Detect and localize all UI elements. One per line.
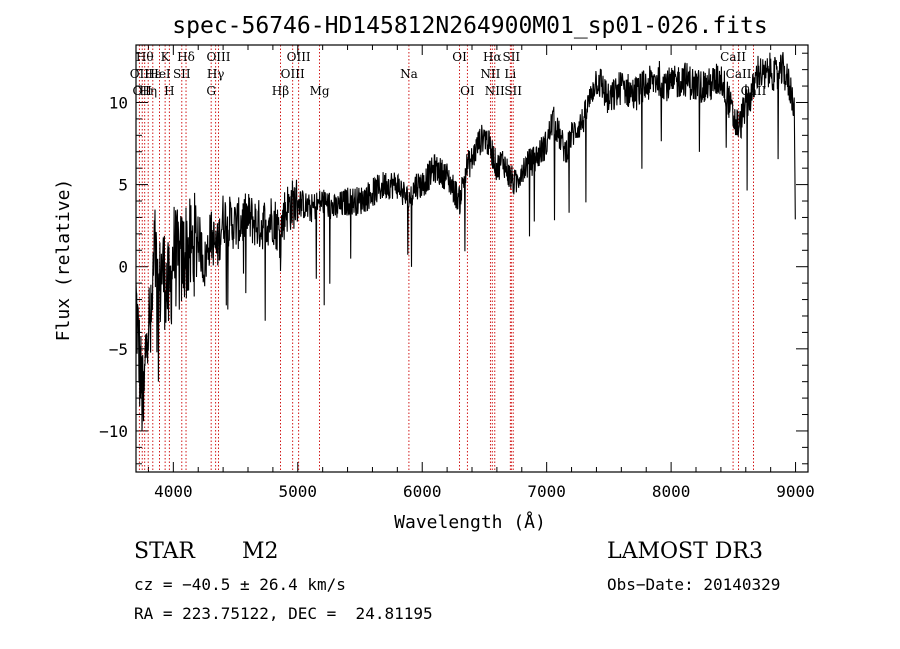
chart-title: spec-56746-HD145812N264900M01_sp01-026.f… [172,13,767,39]
line-label-HeI: HeI [148,67,171,81]
redshift-cz: cz = −40.5 ± 26.4 km/s [134,575,346,594]
line-label-Mg: Mg [310,84,330,98]
x-tick-label: 7000 [527,482,566,501]
x-tick-label: 8000 [652,482,691,501]
y-tick-label: −5 [109,340,128,359]
axis-ticks [136,45,808,472]
line-label-Hε: Hε [144,67,161,81]
line-label-Hγ: Hγ [207,67,225,81]
line-label-Hη: Hη [139,84,157,98]
line-label-SII: SII [504,84,522,98]
x-tick-label: 5000 [279,482,318,501]
x-axis-label: Wavelength (Å) [394,511,546,533]
spectrum-line [135,52,796,431]
object-type: STAR [134,539,195,564]
line-label-OI: OI [452,50,467,64]
y-tick-label: 5 [118,176,128,195]
line-label-OIII: OIII [281,67,305,81]
y-axis-label: Flux (relative) [53,179,74,342]
line-label-CaII: CaII [741,84,767,98]
line-label-OI: OI [460,84,475,98]
line-label-OIII: OIII [206,50,230,64]
line-label-Hα: Hα [483,50,502,64]
line-label-Hβ: Hβ [272,84,289,98]
line-label-Na: Na [400,67,418,81]
line-label-Hθ: Hθ [136,50,154,64]
object-subclass: M2 [242,539,279,564]
line-label-CaII: CaII [726,67,752,81]
y-tick-label: 10 [109,93,128,112]
x-tick-label: 4000 [154,482,193,501]
y-tick-label: 0 [118,258,128,277]
x-tick-label: 6000 [403,482,442,501]
line-label-NII: NII [480,67,500,81]
line-label-G: G [206,84,216,98]
survey-name: LAMOST DR3 [607,539,763,564]
line-label-Li: Li [504,67,516,81]
x-tick-label: 9000 [776,482,815,501]
axis-tick-labels: 4000 5000 6000 7000 8000 9000 −10 −5 0 5 10 [99,93,815,501]
plot-frame [135,44,809,473]
line-label-K: K [161,50,171,64]
y-tick-label: −10 [99,422,128,441]
line-label-SII: SII [502,50,520,64]
line-label-OII: OII [133,84,153,98]
line-label-NII: NII [485,84,505,98]
line-label-H: H [164,84,174,98]
line-label-SII: SII [173,67,191,81]
observation-date: Obs−Date: 20140329 [607,575,781,594]
coordinates: RA = 223.75122, DEC = 24.81195 [134,604,433,623]
line-label-Hδ: Hδ [177,50,195,64]
line-label-OII: OII [130,67,150,81]
line-label-CaII: CaII [720,50,746,64]
line-label-OIII: OIII [287,50,311,64]
